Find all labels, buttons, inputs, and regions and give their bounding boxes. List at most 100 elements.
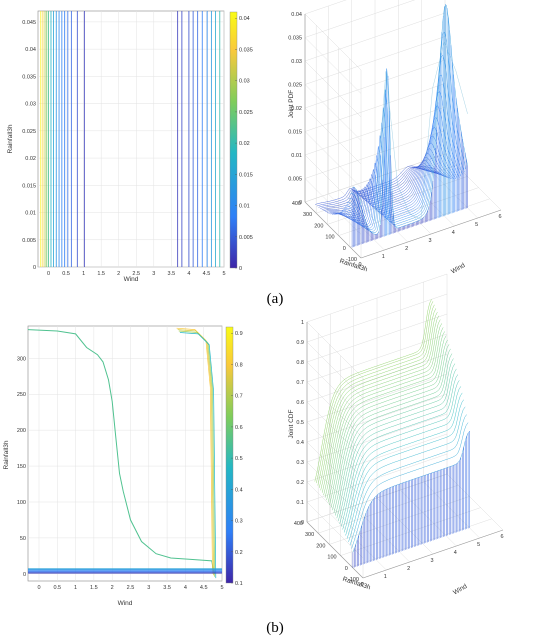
x-tick-label: 4 bbox=[187, 271, 190, 277]
surface-mesh-line bbox=[330, 339, 448, 508]
z-tick-label: 0.4 bbox=[296, 440, 304, 446]
grid-line-left bbox=[306, 341, 364, 399]
x-tick-label: 4.5 bbox=[200, 585, 208, 591]
x-tick-label-3d: 2 bbox=[405, 246, 408, 252]
surface-mesh-line bbox=[324, 323, 442, 498]
colorbar-tick-label: 0.8 bbox=[235, 362, 243, 368]
y-tick-label: 0 bbox=[33, 265, 36, 271]
surface-mesh-line bbox=[314, 299, 432, 482]
y-tick-label-3d: 400 bbox=[292, 201, 301, 207]
surface-mesh-line bbox=[350, 31, 467, 234]
y-tick-label-3d: 400 bbox=[294, 521, 303, 527]
colorbar-tick-label: 0 bbox=[239, 266, 242, 272]
x-tick-label: 2.5 bbox=[132, 271, 140, 277]
z-axis-label-a: Joint PDF bbox=[288, 90, 295, 119]
grid-line-left bbox=[304, 13, 362, 71]
contour-a: 0 0.5 1 1.5 2 2.5 3 3.5 4 4.5 5 0 0.005 0.01 0.015 0.0… bbox=[7, 10, 253, 283]
z-tick-label: 0.2 bbox=[296, 480, 304, 486]
x-axis-label-3d-b: Wind bbox=[452, 583, 469, 597]
y-tick-label: 0.02 bbox=[25, 156, 36, 162]
z-tick-label: 0.035 bbox=[288, 36, 302, 42]
x-tick-label: 2.5 bbox=[127, 585, 135, 591]
x-tick-label-3d: 2 bbox=[407, 566, 410, 572]
z-tick-label: 0.01 bbox=[291, 153, 302, 159]
z-tick-label: 0.04 bbox=[291, 12, 302, 18]
y-tick-label-3d: 200 bbox=[316, 543, 325, 549]
surface-mesh-line bbox=[349, 414, 467, 546]
surface-mesh-line bbox=[333, 153, 450, 219]
plot-area-b bbox=[27, 325, 223, 582]
x-tick-label-3d: 1 bbox=[382, 254, 385, 260]
x-tick-label: 1 bbox=[74, 585, 77, 591]
x-tick-label: 2 bbox=[111, 585, 114, 591]
grid-line-left bbox=[306, 481, 364, 539]
surface-cdf-b: 00.10.20.30.40.50.60.70.80.91-1000100200… bbox=[288, 273, 504, 597]
colorbar-tick-label: 0.3 bbox=[235, 519, 243, 525]
y-tick-label: 50 bbox=[20, 536, 26, 542]
surface-mesh-line bbox=[317, 304, 435, 486]
z-tick-label: 0.5 bbox=[296, 420, 304, 426]
y-tick-label-3d: -100 bbox=[346, 257, 357, 263]
contour-curve-main bbox=[27, 329, 215, 574]
surface-mesh-line bbox=[327, 331, 445, 503]
x-tick-label: 4 bbox=[184, 585, 187, 591]
x-axis-label-3d-a: Wind bbox=[450, 262, 467, 276]
x-tick-label-3d: 6 bbox=[498, 214, 501, 220]
x-tick-label-3d: 4 bbox=[454, 550, 457, 556]
y-tick-label-3d: 200 bbox=[314, 223, 323, 229]
x-axis-label-b: Wind bbox=[118, 600, 133, 607]
panel-label-a: (a) bbox=[267, 291, 284, 307]
y-tick-label-3d: 300 bbox=[305, 532, 314, 538]
z-tick-label: 0.005 bbox=[288, 177, 302, 183]
z-tick-label: 0 bbox=[299, 200, 302, 206]
z-tick-label: 0.03 bbox=[291, 59, 302, 65]
x-tick-label: 1.5 bbox=[90, 585, 98, 591]
z-tick-label: 1 bbox=[301, 320, 304, 326]
colorbar-tick-label: 0.2 bbox=[235, 550, 243, 556]
colorbar-tick-label: 0.025 bbox=[239, 110, 253, 116]
surface-mesh-line bbox=[323, 319, 441, 496]
grid-line-floor bbox=[351, 518, 492, 567]
x-tick-label-3d: 6 bbox=[500, 534, 503, 540]
surface-ridge-line bbox=[350, 41, 468, 222]
colorbar-b bbox=[225, 326, 234, 584]
x-tick-label-3d: 3 bbox=[428, 238, 431, 244]
z-tick-label: 0.025 bbox=[288, 83, 302, 89]
y-tick-label-3d: 100 bbox=[327, 555, 336, 561]
x-tick-label-3d: 5 bbox=[475, 222, 478, 228]
x-tick-label-3d: 0 bbox=[358, 262, 361, 268]
grid-line-left bbox=[306, 501, 364, 559]
y-tick-label: 0.01 bbox=[25, 211, 36, 217]
x-tick-label: 3 bbox=[152, 271, 155, 277]
y-tick-label: 0.035 bbox=[22, 74, 36, 80]
x-tick-label: 2 bbox=[117, 271, 120, 277]
y-tick-label: 300 bbox=[17, 356, 26, 362]
y-tick-label: 0.045 bbox=[22, 20, 36, 26]
colorbar-tick-label: 0.6 bbox=[235, 425, 243, 431]
y-tick-label-3d: 0 bbox=[345, 566, 348, 572]
surface-mesh-line bbox=[326, 164, 443, 213]
x-tick-label-3d: 0 bbox=[360, 582, 363, 588]
surface-mesh-line bbox=[335, 353, 453, 516]
x-tick-label-3d: 5 bbox=[477, 542, 480, 548]
surface-mesh-line bbox=[340, 374, 459, 527]
surface-mesh-line bbox=[351, 4, 468, 235]
z-tick-label: 0.8 bbox=[296, 360, 304, 366]
contour-b: 0 0.5 1 1.5 2 2.5 3 3.5 4 4.5 5 0 50 100 150 200 250 300… bbox=[3, 325, 243, 607]
x-tick-label: 0.5 bbox=[53, 585, 61, 591]
surface-mesh-line bbox=[351, 422, 469, 549]
y-tick-label-3d: 300 bbox=[303, 212, 312, 218]
surface-mesh-line bbox=[316, 301, 434, 484]
y-tick-label-3d: -100 bbox=[348, 577, 359, 583]
colorbar-tick-label: 0.02 bbox=[239, 141, 250, 147]
surface-mesh-line bbox=[343, 386, 461, 533]
y-tick-label: 0.015 bbox=[22, 183, 36, 189]
panel-label-b: (b) bbox=[266, 620, 284, 636]
x-axis-label-a: Wind bbox=[124, 276, 139, 283]
grid-line-left bbox=[306, 321, 364, 379]
grid-line-left bbox=[304, 131, 362, 188]
y-tick-label: 0.005 bbox=[22, 238, 36, 244]
colorbar-tick-label: 0.03 bbox=[239, 79, 250, 85]
x-tick-label-3d: 4 bbox=[452, 230, 455, 236]
surface-mesh-line bbox=[320, 311, 438, 491]
